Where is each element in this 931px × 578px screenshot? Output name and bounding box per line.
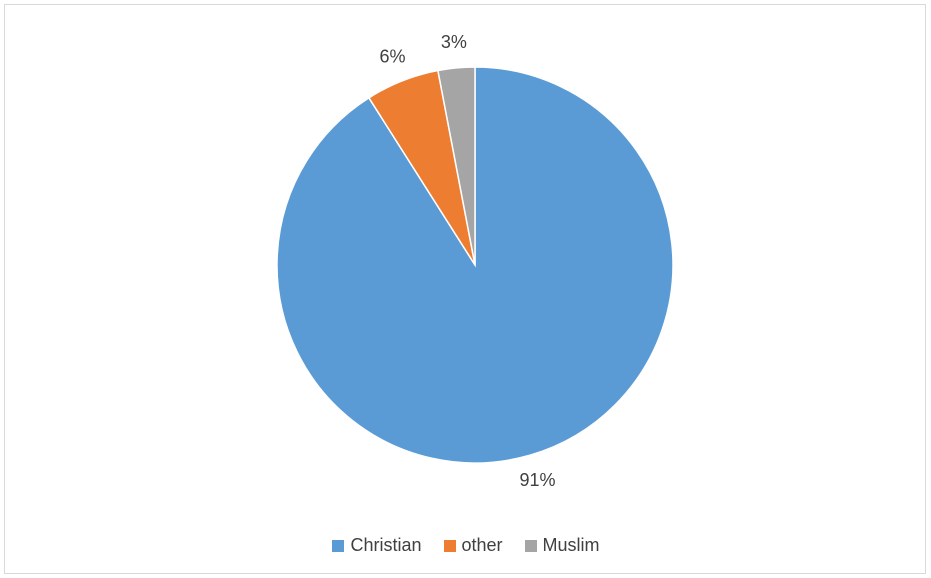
legend-swatch-other <box>443 539 456 552</box>
legend: Christian other Muslim <box>5 535 927 556</box>
legend-label-muslim: Muslim <box>542 535 600 555</box>
pie-slices <box>276 66 674 464</box>
legend-swatch-muslim <box>524 539 537 552</box>
data-label-muslim: 3% <box>441 32 467 52</box>
pie-chart: 91% 6% 3% <box>276 32 674 490</box>
legend-swatch-christian <box>332 539 345 552</box>
legend-label-christian: Christian <box>350 535 422 555</box>
legend-label-other: other <box>461 535 503 555</box>
data-label-christian: 91% <box>519 470 555 490</box>
legend-item-muslim: Muslim <box>524 535 600 556</box>
legend-item-christian: Christian <box>332 535 422 556</box>
pie-slice-muslim <box>437 66 476 266</box>
pie-data-labels: 91% 6% 3% <box>380 32 556 490</box>
data-label-other: 6% <box>380 47 406 67</box>
chart-frame: 91% 6% 3% Christian other Muslim <box>4 4 926 574</box>
legend-item-other: other <box>443 535 503 556</box>
